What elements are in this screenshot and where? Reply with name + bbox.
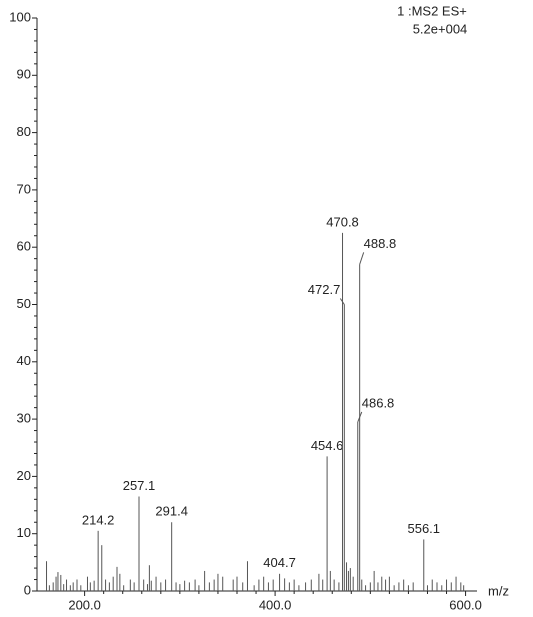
y-tick-label: 60: [17, 239, 31, 254]
label-leader: [339, 298, 345, 305]
y-tick-label: 40: [17, 353, 31, 368]
y-tick-label: 90: [17, 67, 31, 82]
y-tick-label: 10: [17, 525, 31, 540]
y-tick-label: 100: [9, 9, 31, 24]
peak-label: 291.4: [155, 504, 188, 519]
scan-header: 1 :MS2 ES+: [397, 3, 467, 18]
y-tick-label: 50: [17, 296, 31, 311]
y-tick-label: 80: [17, 124, 31, 139]
peak-label: 472.7: [308, 282, 341, 297]
peak-label: 454.6: [311, 438, 344, 453]
y-tick-label: 70: [17, 181, 31, 196]
peak-label: 470.8: [326, 214, 359, 229]
label-leader: [359, 252, 365, 265]
intensity-label: 5.2e+004: [413, 21, 468, 36]
y-tick-label: 20: [17, 468, 31, 483]
x-tick-label: 400.0: [259, 597, 292, 612]
peak-label: 486.8: [362, 395, 395, 410]
peak-label: 404.7: [263, 555, 296, 570]
peak-label: 556.1: [407, 521, 440, 536]
peak-label: 214.2: [82, 512, 115, 527]
y-tick-label: 0: [24, 582, 31, 597]
x-tick-label: 600.0: [449, 597, 482, 612]
x-tick-label: 200.0: [68, 597, 101, 612]
y-tick-label: 30: [17, 411, 31, 426]
x-axis-label: m/z: [488, 583, 509, 598]
peak-label: 257.1: [123, 478, 156, 493]
peak-label: 488.8: [364, 236, 397, 251]
